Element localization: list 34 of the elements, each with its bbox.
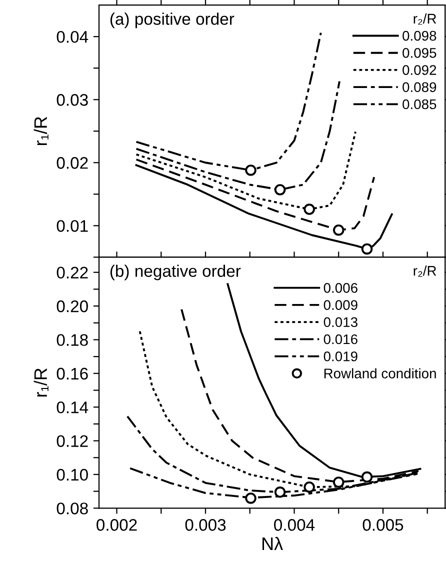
legend-label: 0.095 [402,48,436,58]
legend-label: Rowland condition [324,368,436,378]
annotation: (a) positive order [110,12,234,28]
legend-label: 0.016 [324,334,358,344]
legend-title: r₂/R [414,13,436,25]
x-tick-label: 0.004 [274,519,315,531]
legend-label: 0.009 [324,300,358,310]
y-tick-label: 0.03 [56,94,88,106]
legend-label: 0.089 [402,82,436,92]
legend-label: 0.019 [324,351,358,362]
x-axis-title: Nλ [262,536,283,550]
y-axis-title: r₁/R [34,116,48,146]
x-tick-label: 0.003 [185,519,226,531]
x-tick-label: 0.002 [96,519,137,531]
legend-label: 0.098 [402,30,436,41]
legend-label: 0.092 [402,65,436,75]
y-tick-label: 0.16 [56,368,88,380]
y-tick-label: 0.04 [56,30,88,43]
legend-label: 0.013 [324,317,358,328]
legend-label: 0.006 [324,283,358,293]
y-axis-title: r₁/R [34,368,48,397]
text: 0.20 [56,300,88,312]
y-tick-label: 0.01 [56,220,88,232]
y-tick-label: 0.12 [56,435,88,447]
y-tick-label: 0.22 [56,266,88,279]
annotation: (b) negative order [110,264,241,280]
legend-label: 0.085 [402,99,436,110]
y-tick-label: 0.14 [56,402,88,414]
x-tick-label: 0.005 [362,519,404,531]
y-tick-label: 0.02 [56,157,88,169]
text: 0.10 [56,468,88,481]
y-tick-label: 0.08 [56,502,88,514]
legend-title: r₂/R [414,266,436,277]
y-tick-label: 0.18 [56,334,88,346]
